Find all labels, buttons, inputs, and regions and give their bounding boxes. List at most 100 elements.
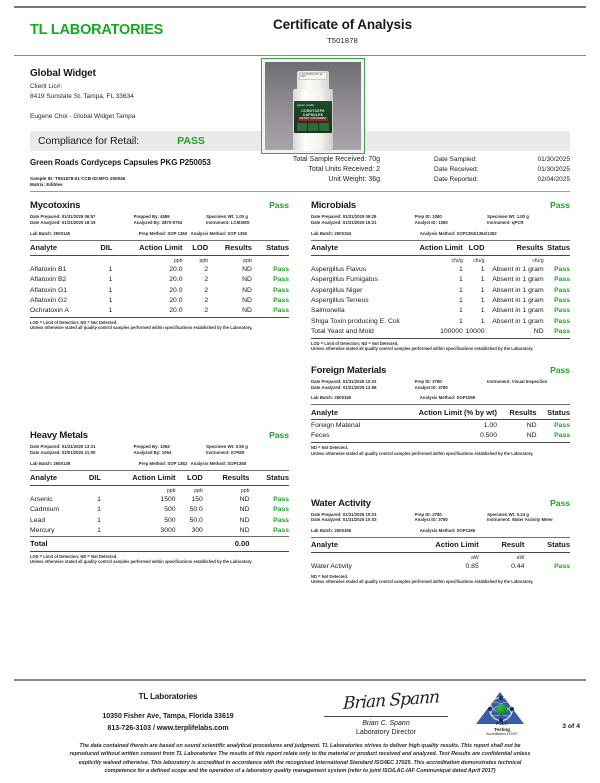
units-row: ppb ppb ppb (30, 255, 289, 264)
sample-matrix: Matrix: Edibles (30, 182, 63, 188)
table-row: Lead 1 500 50.0 ND Pass (30, 515, 289, 525)
cell-status: Pass (273, 296, 289, 304)
page-number: 3 of 4 (562, 723, 580, 731)
meta-analyst-id: Analyst ID: 3780 (414, 517, 448, 523)
table-row: Aflatoxin B1 1 20.0 2 ND Pass (30, 264, 289, 274)
panel-title: Foreign Materials (311, 365, 387, 377)
cell-analyte: Aflatoxin B1 (30, 265, 67, 273)
meta-analysts: Prepped By: 1094 Analyzed By: 1094 (134, 444, 207, 455)
table-row: Aflatoxin G2 1 20.0 2 ND Pass (30, 295, 289, 305)
cell-dil: 1 (97, 516, 101, 524)
cell-lod: 1 (480, 276, 485, 284)
table-row: Salmonella 1 1 Absent in 1 gram Pass (311, 306, 570, 316)
meta-instrument-name: Instrument: LCMSMS (206, 220, 250, 225)
date-sampled-value: 01/30/2025 (537, 156, 570, 163)
cell-status: Pass (273, 495, 289, 503)
footer-address: 10350 Fisher Ave, Tampa, Florida 33619 (102, 713, 234, 721)
panel-foreign-materials: Foreign Materials Pass Date Prepared: 01… (311, 365, 570, 456)
meta-analysis-method: Analysis Method: SOP1358 (190, 460, 246, 466)
cell-analyte: Aspergillus Terreus (311, 296, 369, 304)
meta-prep-id: Prep ID: 1080 (414, 214, 442, 220)
units-row: aW aW (311, 552, 570, 561)
col-action-limit: Action Limit (100, 469, 176, 486)
cell-lod: 1 (480, 296, 485, 304)
cell-action-limit: 1 (459, 286, 463, 294)
cell-dil: 1 (108, 276, 113, 284)
cell-lod: 10000 (462, 326, 485, 339)
cap-lot-label: LOT 250053 EXP 01-2027 (299, 72, 327, 80)
col-status: Status (251, 239, 289, 256)
cell-results: ND (239, 495, 250, 503)
signature-block: Brian Spann Brian C. Spann Laboratory Di… (318, 687, 454, 736)
right-column: Microbials Pass Date Prepared: 01/31/202… (300, 200, 570, 598)
meta-date-prepared: Date Prepared: 01/31/2025 10:33 (311, 379, 377, 385)
pjla-sub: Testing (494, 726, 510, 732)
product-photo: LOT 250053 EXP 01-2027 green roads CORDY… (261, 58, 365, 154)
sample-id: Sample ID: T501878-01 CCB ID:MFG 250046 (30, 176, 126, 181)
table-row: Water Activity 0.85 0.44 Pass (311, 561, 570, 571)
signer-name: Brian C. Spann (362, 720, 410, 728)
meta-date-analyzed: Date Analyzed: 01/31/2025 10:03 (311, 517, 377, 523)
cell-analyte: Salmonella (311, 307, 345, 315)
cell-lod: 50.0 (189, 506, 203, 514)
cell-analyte: Mercury (30, 526, 55, 534)
cell-results: ND (242, 276, 252, 284)
cell-lod: 2 (182, 305, 209, 318)
label-title: CORDYCEPS CAPSULES (301, 109, 325, 117)
meta-analysts: Prep ID: 3780 Analyst ID: 3780 (415, 379, 488, 390)
table-row: Aspergillus Fumigatus 1 1 Absent in 1 gr… (311, 274, 570, 284)
col-action-limit: Action Limit (112, 239, 183, 256)
col-action-limit: Action Limit (412, 239, 463, 256)
meta-specimen-weight: Specimen Wt: 1.00 g (487, 214, 529, 220)
meta-analyzed-by: Analyzed By: 2870-0754 (133, 220, 183, 225)
cell-action-limit: 1 (459, 265, 463, 273)
col-results: Results (202, 469, 250, 486)
cell-action-limit: 1.00 (483, 422, 497, 430)
cell-status: Pass (273, 265, 289, 273)
cell-analyte: Total Yeast and Mold (311, 326, 413, 339)
cell-results: Absent in 1 gram (492, 317, 544, 325)
cell-status: Pass (554, 276, 570, 284)
cell-action-limit: 100000 (412, 326, 463, 339)
cell-results: ND (242, 286, 252, 294)
date-sampled-label: Date Sampled: (434, 156, 477, 163)
atom-dot-left (488, 707, 492, 712)
table-header-row: Analyte Action Limit (% by wt) Results S… (311, 404, 570, 421)
pjla-code: Accreditation #72057 (486, 732, 518, 736)
meta-instrument-name: Instrument: Water Activity Meter (487, 517, 553, 523)
cell-action-limit: 20.0 (169, 265, 183, 273)
panel-footnote: LOD = Limit of Detection; ND = Not Detec… (311, 341, 570, 351)
meta-instrument-name: Instrument: Visual Inspection (487, 379, 548, 385)
cell-results: Absent in 1 gram (492, 276, 544, 284)
meta-analyzed-by: Analyzed By: 1094 (133, 450, 172, 456)
meta-instrument: Instrument: Visual Inspection (487, 379, 570, 390)
label-icon-1 (297, 123, 307, 131)
meta-date-analyzed: Date Analyzed: 01/31/2025 15:21 (311, 220, 377, 225)
cell-analyte: Water Activity (311, 563, 352, 571)
col-lod: LOD (182, 239, 209, 256)
sample-strip-rule (30, 191, 570, 193)
unit-action-limit: ppb (173, 257, 183, 264)
meta-dates: Date Prepared: 01/31/2025 10:03 Date Ana… (311, 512, 415, 523)
meta-specimen-weight: Specimen Wt: 0.24 g (487, 511, 529, 517)
cell-lod: 1 (480, 307, 485, 315)
meta-analysts: Prep ID: 3780 Analyst ID: 3780 (415, 512, 488, 523)
cell-analyte: Foreign Material (311, 422, 361, 430)
meta-instrument-name: Instrument: ICPMS (206, 450, 245, 456)
cell-analyte: Aflatoxin G2 (30, 296, 68, 304)
col-result: Result (478, 536, 525, 553)
meta-prep-method: Prep Method: SOP 1362 (138, 460, 188, 466)
panel-metadata: Date Prepared: 01/31/2025 10:03 Date Ana… (311, 512, 570, 523)
document-footer: TL Laboratories 10350 Fisher Ave, Tampa,… (14, 679, 586, 775)
date-row: Date Reported: 02/04/2025 (434, 175, 570, 185)
meta-date-prepared: Date Prepared: 01/31/2025 06:57 (30, 214, 96, 220)
meta-prep-id: Prep ID: 3780 (414, 379, 442, 385)
cell-results: ND (239, 506, 250, 514)
unit-weight: Unit Weight: 36g (328, 176, 380, 183)
meta-instrument: Specimen Wt: 1.00 g Instrument: qPCR (487, 214, 570, 225)
table-header-row: Analyte DIL Action Limit LOD Results Sta… (30, 239, 289, 256)
panel-footnote: LOD = Limit of Detection; ND = Not Detec… (30, 320, 289, 330)
total-sample-received: Total Sample Received: 70g (292, 156, 380, 163)
unit-action-limit: ppb (166, 487, 176, 494)
meta-specimen-weight: Specimen Wt: 0.50 g (206, 444, 248, 450)
